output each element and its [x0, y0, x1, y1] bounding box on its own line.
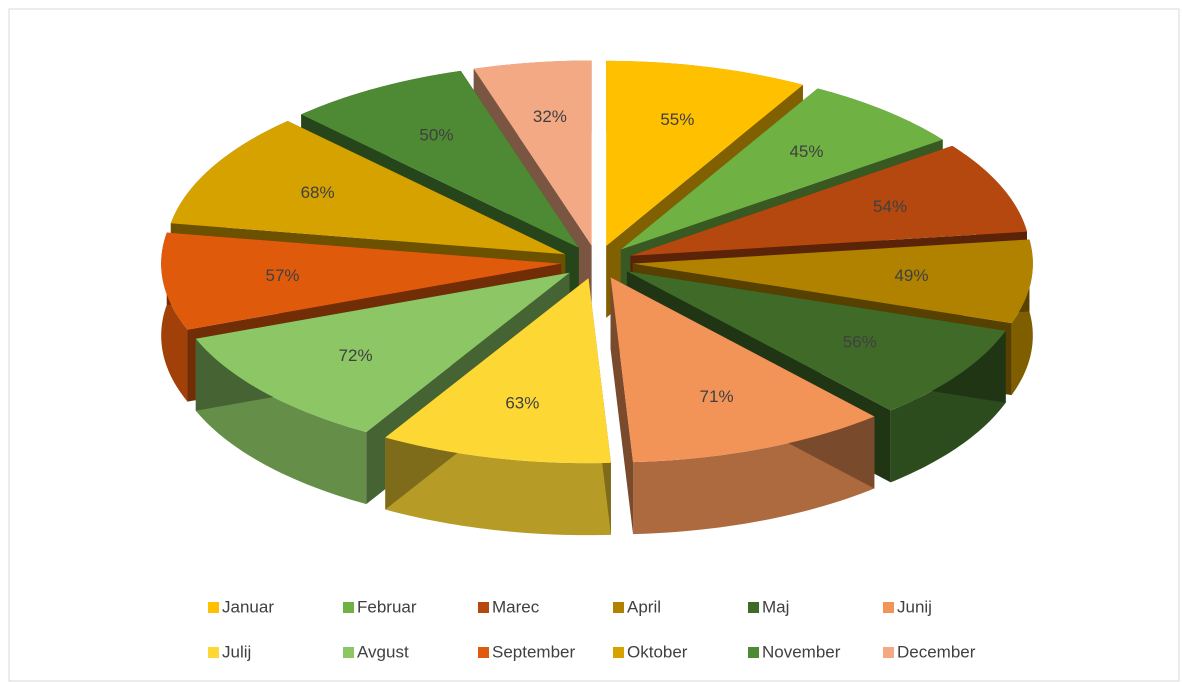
- slice-wall: [161, 232, 188, 402]
- slice: [473, 60, 592, 246]
- legend-swatch: [208, 647, 219, 658]
- data-label: 72%: [339, 346, 373, 365]
- data-label: 57%: [266, 266, 300, 285]
- slice: [301, 70, 579, 248]
- slices: 55% 45% 54% 49% 56% 71% 63% 72% 57% 68% 50% 32%: [161, 60, 1033, 464]
- legend: Januar Februar Marec April Maj Junij Julij Avgu…: [208, 597, 976, 661]
- data-label: 63%: [505, 393, 539, 412]
- legend-label: Januar: [222, 597, 274, 616]
- legend-label: Avgust: [357, 642, 409, 661]
- legend-label: April: [627, 597, 661, 616]
- legend-swatch: [208, 602, 219, 613]
- data-label: 54%: [873, 197, 907, 216]
- legend-swatch: [343, 602, 354, 613]
- legend-label: Julij: [222, 642, 251, 661]
- legend-swatch: [478, 602, 489, 613]
- slice-wall: [1011, 239, 1033, 396]
- legend-swatch: [748, 647, 759, 658]
- legend-swatch: [478, 647, 489, 658]
- data-label: 56%: [843, 333, 877, 352]
- data-label: 68%: [301, 183, 335, 202]
- slice: [161, 232, 562, 330]
- legend-label: Oktober: [627, 642, 688, 661]
- legend-label: Junij: [897, 597, 932, 616]
- legend-swatch: [613, 602, 624, 613]
- legend-label: Februar: [357, 597, 417, 616]
- data-label: 32%: [533, 107, 567, 126]
- slice: [630, 145, 1027, 256]
- legend-label: December: [897, 642, 976, 661]
- slice: [195, 272, 570, 433]
- legend-swatch: [343, 647, 354, 658]
- slice: [620, 88, 943, 250]
- slice-side: [610, 277, 634, 535]
- data-label: 49%: [894, 266, 928, 285]
- slice: [632, 239, 1033, 324]
- legend-label: Marec: [492, 597, 540, 616]
- legend-label: September: [492, 642, 575, 661]
- legend-swatch: [883, 602, 894, 613]
- slice: [606, 60, 803, 246]
- data-label: 50%: [419, 126, 453, 145]
- data-label: 45%: [789, 142, 823, 161]
- legend-label: November: [762, 642, 841, 661]
- slice: [626, 271, 1006, 411]
- legend-swatch: [883, 647, 894, 658]
- legend-swatch: [748, 602, 759, 613]
- slice: [170, 120, 566, 255]
- legend-swatch: [613, 647, 624, 658]
- data-label: 71%: [700, 387, 734, 406]
- legend-label: Maj: [762, 597, 789, 616]
- data-label: 55%: [660, 110, 694, 129]
- slice: [610, 277, 875, 463]
- slice: [385, 278, 611, 464]
